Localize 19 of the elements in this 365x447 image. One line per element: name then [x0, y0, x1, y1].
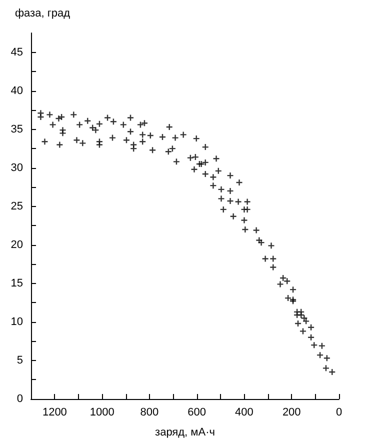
y-tick-label: 35 — [10, 123, 23, 136]
y-tick-label: 45 — [10, 46, 23, 58]
y-tick-label: 0 — [16, 393, 23, 405]
y-tick-label: 25 — [10, 200, 23, 212]
y-tick-label: 15 — [10, 277, 23, 290]
x-tick-label: 1000 — [90, 406, 114, 418]
x-tick-label: 200 — [282, 406, 301, 418]
x-tick-label: 400 — [235, 406, 254, 418]
y-tick-label: 10 — [10, 316, 23, 328]
y-tick-label: 20 — [10, 238, 23, 251]
y-tick-label: 5 — [16, 354, 23, 366]
y-axis-title: фаза, град — [15, 8, 71, 20]
x-axis-title: заряд, мА·ч — [155, 426, 215, 438]
x-tick-label: 600 — [188, 406, 206, 418]
x-tick-label: 800 — [140, 406, 159, 418]
x-tick-label: 1200 — [42, 406, 67, 418]
y-tick-label: 40 — [10, 84, 23, 97]
y-tick-label: 30 — [10, 162, 23, 174]
x-tick-label: 0 — [336, 406, 342, 418]
